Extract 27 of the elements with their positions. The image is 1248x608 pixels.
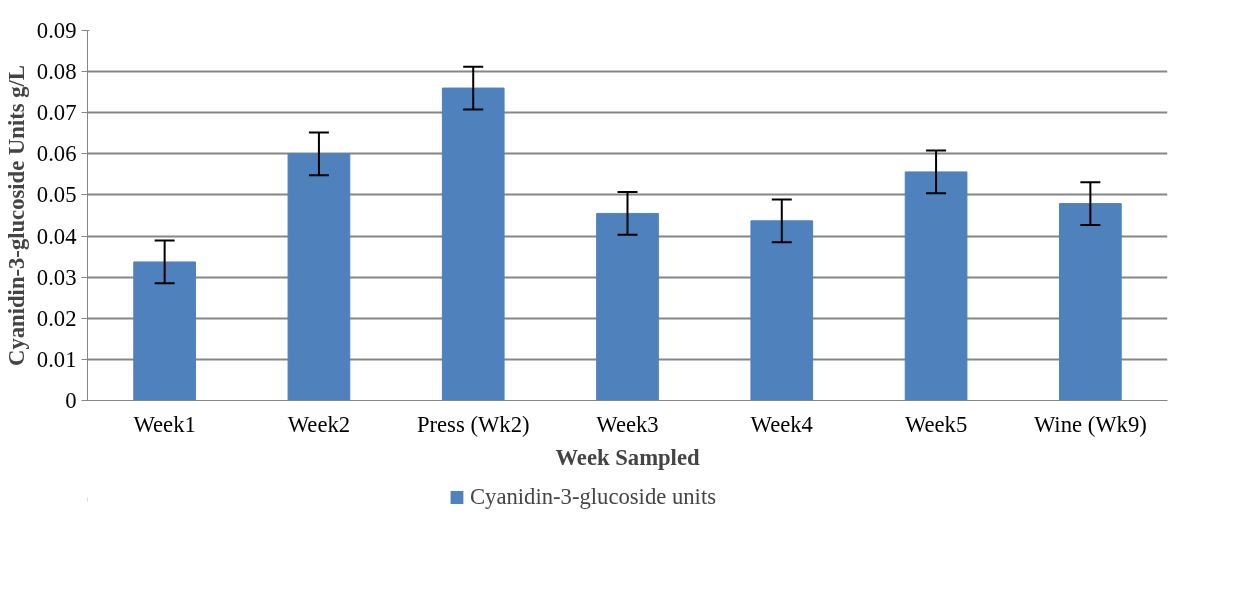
y-tick-label: 0.04	[36, 223, 77, 249]
y-axis-title: Cyanidin-3-glucoside Units g/L	[3, 65, 29, 366]
bar	[904, 171, 968, 401]
y-tick-label: 0.09	[36, 18, 77, 43]
bar	[133, 261, 196, 401]
y-tick-label: 0.02	[36, 305, 77, 331]
x-tick-label: Press (Wk2)	[416, 411, 530, 437]
x-tick-label: Week2	[287, 411, 351, 437]
y-tick-label: 0.07	[36, 100, 77, 126]
x-axis-title: Week Sampled	[555, 444, 700, 470]
bar	[441, 87, 505, 401]
y-tick-label: 0.06	[36, 141, 77, 167]
x-tick-label: Week5	[904, 411, 968, 437]
bar	[596, 212, 659, 401]
y-tick-label: 0.01	[36, 346, 77, 372]
y-tick-label: 0.03	[36, 264, 77, 290]
bar	[287, 153, 351, 401]
bar	[750, 220, 814, 401]
y-tick-label: 0.05	[36, 182, 77, 208]
x-tick-label: Week4	[750, 411, 813, 437]
y-tick-label: 0	[65, 388, 77, 413]
y-tick-label: 0.08	[36, 59, 77, 85]
bar	[1059, 203, 1122, 401]
x-tick-label: Wine (Wk9)	[1033, 411, 1147, 437]
x-tick-label: Week3	[596, 411, 659, 437]
legend-label: Cyanidin-3-glucoside units	[469, 484, 717, 510]
x-tick-label: Week1	[133, 411, 196, 437]
